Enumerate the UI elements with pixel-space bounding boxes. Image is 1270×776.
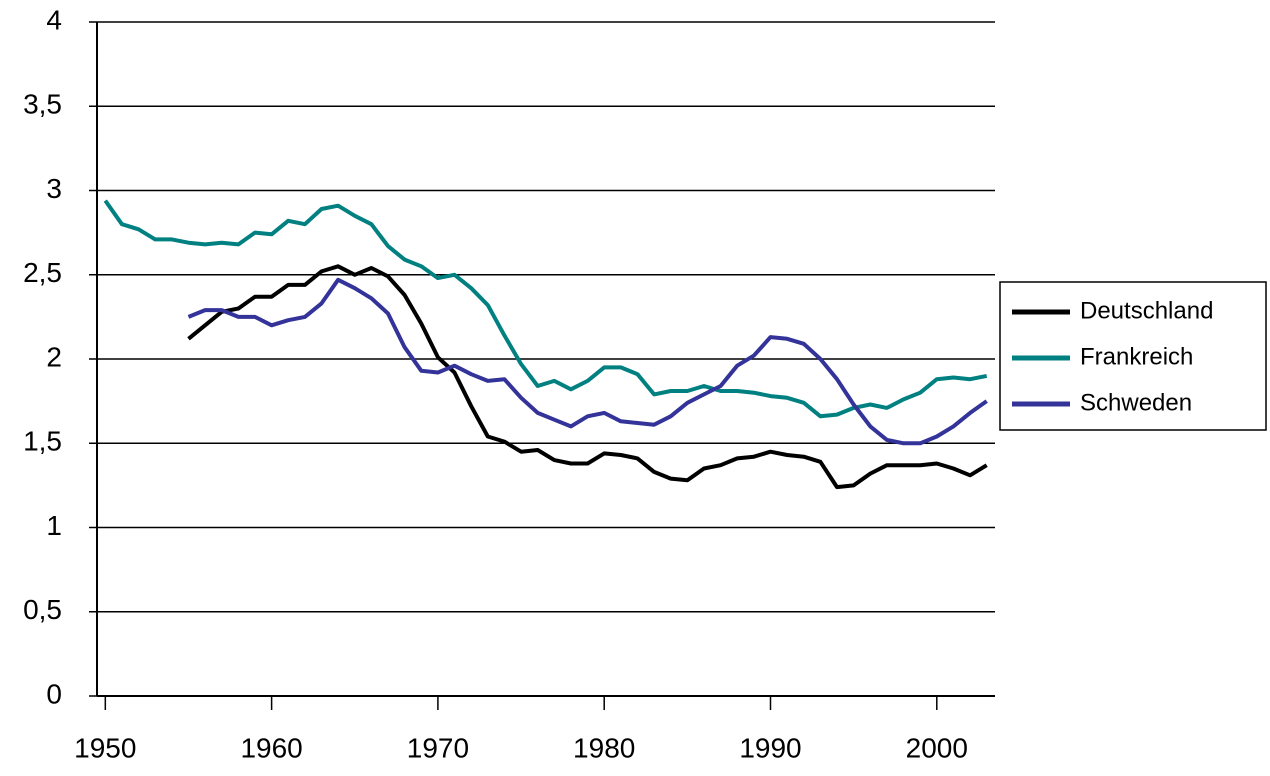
y-tick-label: 2,5 [23, 257, 62, 288]
y-tick-label: 3,5 [23, 89, 62, 120]
x-tick-label: 2000 [906, 732, 968, 763]
x-tick-label: 1960 [240, 732, 302, 763]
series-line [103, 199, 988, 419]
y-tick-label: 2 [46, 341, 62, 372]
series-line [187, 277, 988, 446]
y-tick-label: 0,5 [23, 594, 62, 625]
x-tick-label: 1970 [407, 732, 469, 763]
legend-label: Frankreich [1080, 343, 1193, 370]
x-tick-label: 1980 [573, 732, 635, 763]
x-tick-label: 1950 [74, 732, 136, 763]
y-tick-label: 1 [46, 510, 62, 541]
legend-label: Schweden [1080, 389, 1192, 416]
x-tick-label: 1990 [739, 732, 801, 763]
series-line [187, 264, 988, 490]
y-tick-label: 3 [46, 173, 62, 204]
y-tick-label: 1,5 [23, 426, 62, 457]
y-tick-label: 4 [46, 4, 62, 35]
y-tick-label: 0 [46, 678, 62, 709]
legend-label: Deutschland [1080, 297, 1213, 324]
